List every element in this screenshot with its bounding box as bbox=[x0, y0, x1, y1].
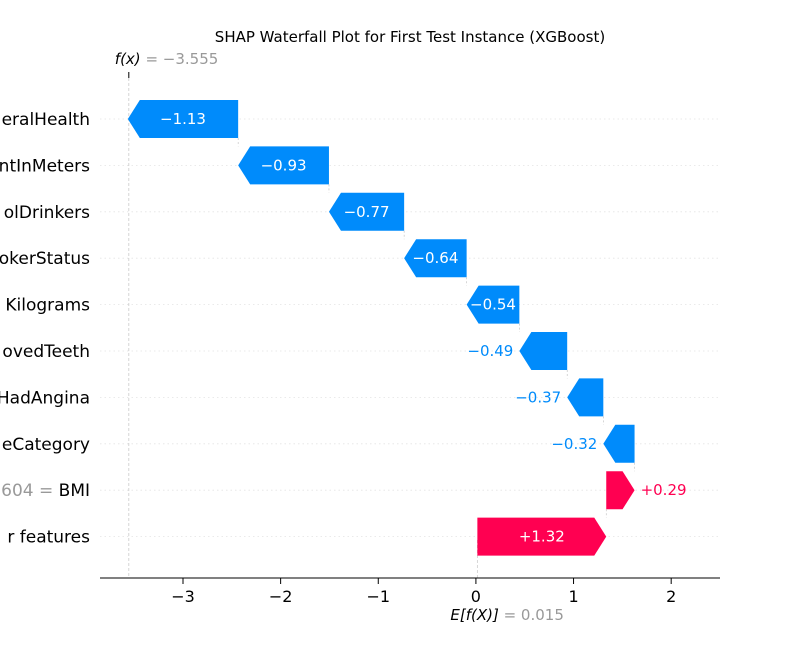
negative-shap-bar bbox=[404, 239, 467, 278]
feature-label: 604 = BMI bbox=[1, 481, 90, 501]
x-tick-label: −2 bbox=[269, 587, 293, 606]
negative-shap-bar bbox=[519, 332, 568, 370]
shap-value-label: −0.93 bbox=[261, 156, 307, 174]
bars-group: −1.13 −0.93 −0.77 −0.64 −0.54 −0.49 −0.37 −0.32… bbox=[127, 100, 687, 556]
feature-name: r features bbox=[7, 528, 90, 548]
x-axis-ticks: −3 −2 −1 0 1 2 bbox=[171, 578, 676, 606]
fx-annotation: f(x) = −3.555 bbox=[115, 50, 219, 68]
shap-value-label: −1.13 bbox=[160, 110, 206, 128]
x-tick-label: 2 bbox=[666, 587, 676, 606]
x-tick-label: −3 bbox=[171, 587, 195, 606]
fx-label: f(x) bbox=[115, 50, 141, 68]
feature-label: Kilograms bbox=[5, 296, 90, 316]
negative-shap-bar bbox=[238, 146, 329, 185]
feature-name: HadAngina bbox=[0, 388, 90, 408]
positive-shap-bar bbox=[477, 517, 607, 556]
feature-name: Kilograms bbox=[5, 296, 90, 316]
ex-annotation: E[f(X)] = 0.015 bbox=[450, 606, 564, 624]
positive-shap-bar bbox=[606, 471, 635, 510]
x-tick-label: 1 bbox=[568, 587, 578, 606]
shap-value-label: −0.32 bbox=[551, 435, 597, 453]
shap-value-label: −0.64 bbox=[412, 249, 458, 267]
feature-name: ovedTeeth bbox=[2, 342, 90, 362]
negative-shap-bar bbox=[603, 424, 635, 463]
feature-label: eralHealth bbox=[2, 110, 90, 130]
shap-value-label: −0.37 bbox=[515, 388, 561, 406]
x-tick-label: 0 bbox=[471, 587, 481, 606]
shap-value-label: +1.32 bbox=[519, 528, 565, 546]
feature-label: ovedTeeth bbox=[2, 342, 90, 362]
chart-title: SHAP Waterfall Plot for First Test Insta… bbox=[215, 28, 605, 46]
feature-name: eCategory bbox=[2, 435, 90, 455]
ex-label: E[f(X)] bbox=[450, 606, 499, 624]
feature-name: eralHealth bbox=[2, 110, 90, 130]
shap-value-label: −0.54 bbox=[470, 296, 516, 314]
negative-shap-bar bbox=[328, 192, 405, 231]
feature-label: HadAngina bbox=[0, 388, 90, 408]
feature-name: ntInMeters bbox=[0, 156, 90, 176]
feature-label: olDrinkers bbox=[4, 203, 90, 223]
feature-label: okerStatus bbox=[0, 249, 90, 269]
fx-value: = −3.555 bbox=[141, 50, 219, 68]
feature-value: 604 = bbox=[1, 481, 59, 501]
ex-value: = 0.015 bbox=[499, 606, 564, 624]
feature-name: olDrinkers bbox=[4, 203, 90, 223]
feature-name: BMI bbox=[59, 481, 90, 501]
row-gridlines bbox=[100, 118, 720, 537]
negative-shap-bar bbox=[466, 285, 520, 324]
negative-shap-bar bbox=[567, 378, 604, 417]
shap-value-label: −0.49 bbox=[467, 342, 513, 360]
shap-value-label: +0.29 bbox=[641, 481, 687, 499]
feature-label: ntInMeters bbox=[0, 156, 90, 176]
shap-value-label: −0.77 bbox=[344, 203, 390, 221]
feature-name: okerStatus bbox=[0, 249, 90, 269]
feature-labels: eralHealth ntInMeters olDrinkers okerStatus… bbox=[0, 110, 90, 548]
x-tick-label: −1 bbox=[366, 587, 390, 606]
feature-label: eCategory bbox=[2, 435, 90, 455]
feature-label: r features bbox=[7, 528, 90, 548]
negative-shap-bar bbox=[127, 100, 239, 138]
